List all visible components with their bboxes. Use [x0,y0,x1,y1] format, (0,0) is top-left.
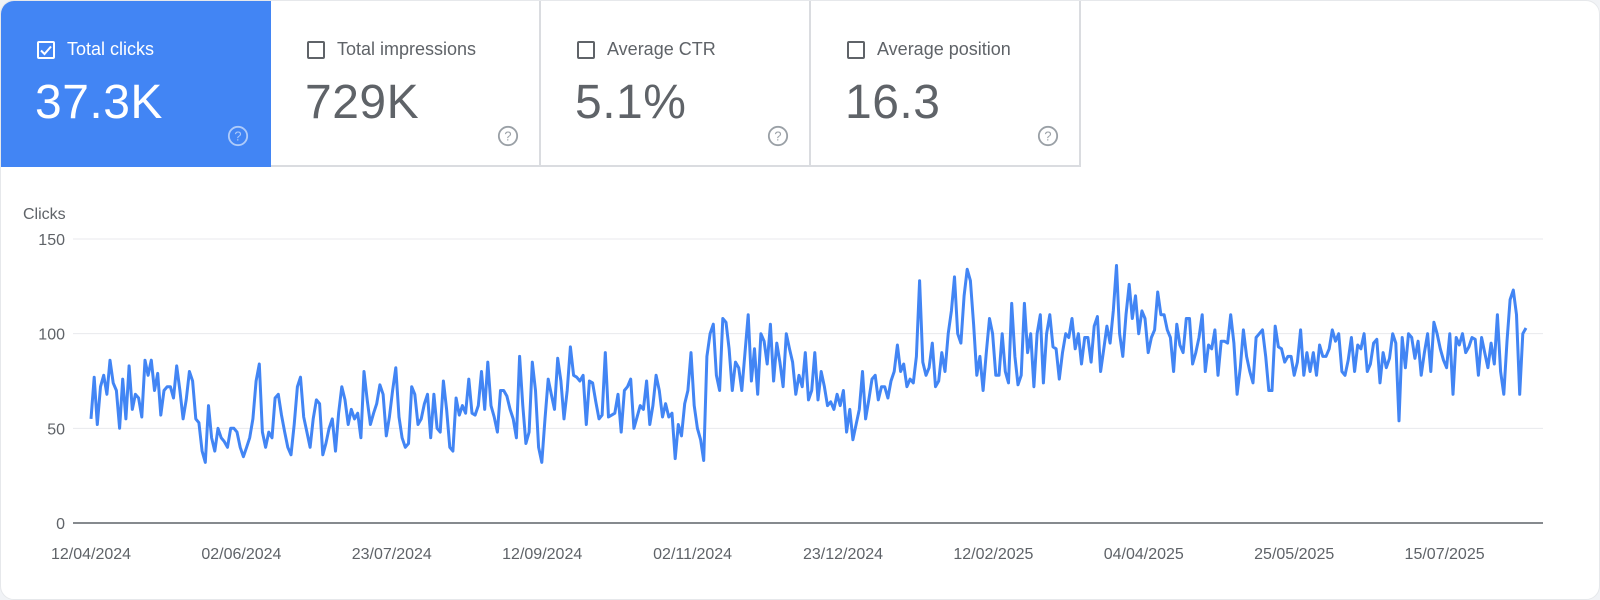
svg-text:?: ? [774,129,781,144]
metric-label: Total impressions [337,39,477,59]
x-tick-label: 23/07/2024 [352,546,432,563]
x-tick-label: 12/09/2024 [502,546,582,563]
x-axis-ticks: 12/04/2024 02/06/2024 23/07/2024 12/09/2024… [51,546,1485,563]
y-tick-label: 50 [47,421,65,438]
metric-card-average-ctr[interactable]: Average CTR 5.1% ? [541,1,811,167]
x-tick-label: 02/11/2024 [653,546,732,563]
svg-text:?: ? [234,129,241,144]
metric-cards: Total clicks 37.3K ? Total impressions 7… [1,1,1081,167]
checkbox-icon[interactable] [847,40,865,59]
chart-svg: Clicks 0 50 100 150 12/04/2024 02/06/2024 23/… [23,206,1543,563]
x-tick-label: 12/02/2025 [953,546,1033,563]
checkbox-icon[interactable] [307,40,325,59]
metric-card-header: Average CTR [577,39,716,60]
metric-label: Total clicks [67,39,155,59]
metric-card-header: Total clicks [37,39,154,60]
checkbox-icon[interactable] [577,40,595,59]
metric-card-average-position[interactable]: Average position 16.3 ? [811,1,1081,167]
x-tick-label: 23/12/2024 [803,546,883,563]
metric-card-header: Total impressions [307,39,476,60]
y-tick-label: 100 [38,327,65,344]
clicks-series-line [89,264,1528,464]
grid-lines [73,238,1543,524]
x-tick-label: 25/05/2025 [1254,546,1334,563]
metric-label: Average CTR [607,39,716,59]
metric-card-header: Average position [847,39,1011,60]
y-tick-label: 0 [56,516,65,533]
metric-value: 5.1% [575,76,687,129]
metric-card-total-clicks[interactable]: Total clicks 37.3K ? [1,1,271,167]
help-circle-icon[interactable]: ? [227,125,249,147]
x-tick-label: 15/07/2025 [1405,546,1485,563]
x-tick-label: 04/04/2025 [1104,546,1184,563]
y-tick-label: 150 [38,232,65,249]
help-circle-icon[interactable]: ? [1037,125,1059,147]
metric-label: Average position [877,39,1011,59]
help-circle-icon[interactable]: ? [497,125,519,147]
x-tick-label: 02/06/2024 [201,546,281,563]
checkbox-icon[interactable] [37,40,55,59]
clicks-chart: Clicks 0 50 100 150 12/04/2024 02/06/2024 23/… [1,197,1599,599]
metric-value: 16.3 [845,76,941,129]
metric-value: 37.3K [35,76,163,129]
metric-value: 729K [305,76,420,129]
svg-text:?: ? [504,129,511,144]
metric-card-total-impressions[interactable]: Total impressions 729K ? [271,1,541,167]
svg-text:?: ? [1044,129,1051,144]
y-axis-label: Clicks [23,206,66,223]
x-tick-label: 12/04/2024 [51,546,131,563]
y-axis-ticks: 0 50 100 150 [38,232,65,533]
help-circle-icon[interactable]: ? [767,125,789,147]
